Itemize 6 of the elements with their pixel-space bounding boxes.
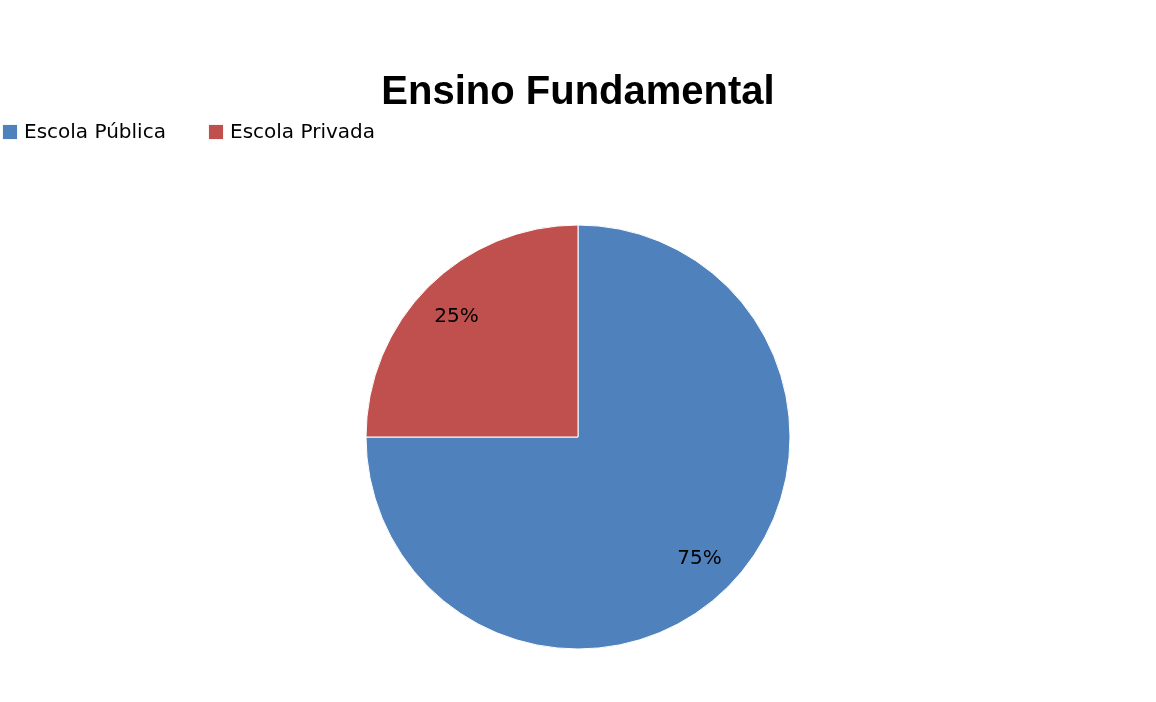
- data-label: 25%: [434, 302, 479, 327]
- chart-title: Ensino Fundamental: [381, 68, 775, 112]
- legend-label: Escola Pública: [24, 119, 166, 143]
- data-label: 75%: [677, 545, 722, 570]
- legend-label: Escola Privada: [230, 119, 375, 143]
- pie-slice: [365, 224, 791, 650]
